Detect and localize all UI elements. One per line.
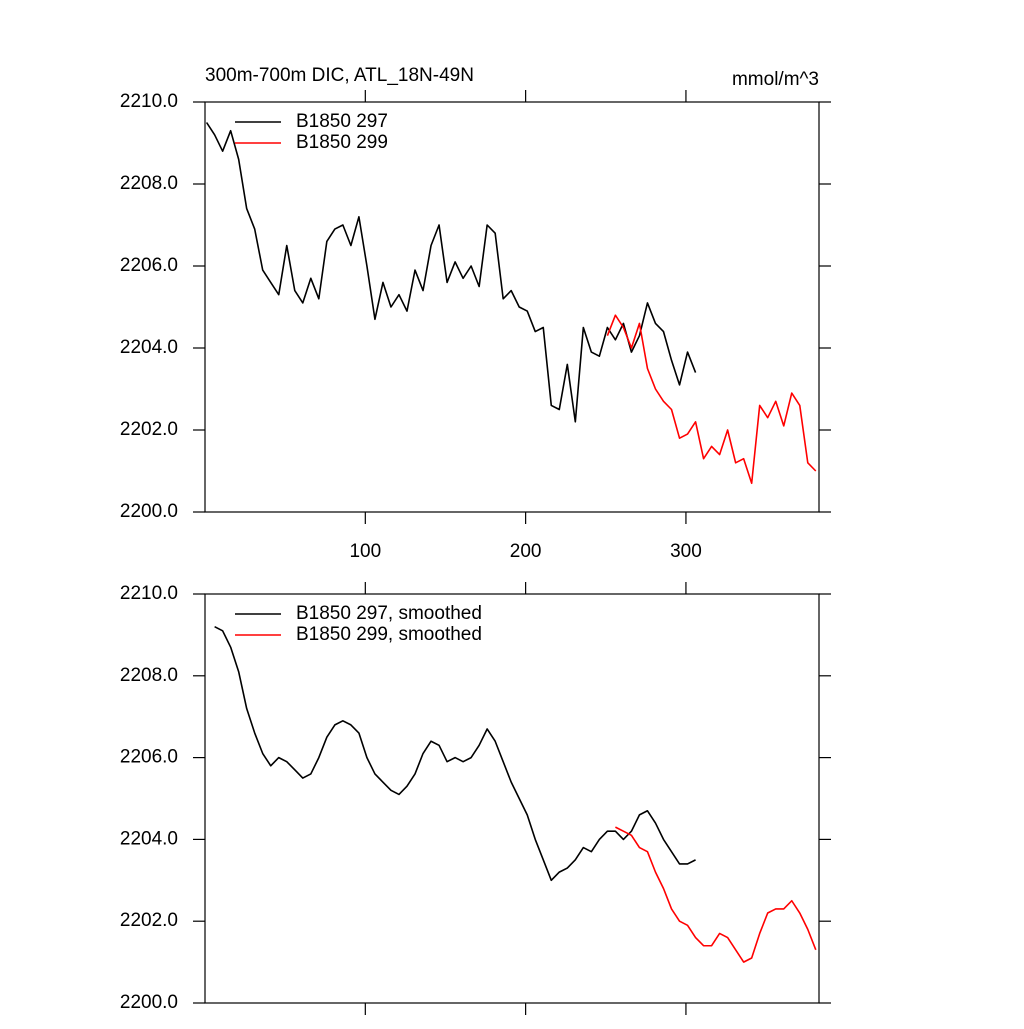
y-tick-label: 2208.0 xyxy=(120,173,178,194)
series-line xyxy=(205,122,697,423)
y-tick-label: 2210.0 xyxy=(120,91,178,112)
y-tick-label: 2200.0 xyxy=(120,501,178,522)
y-tick-label: 2204.0 xyxy=(120,828,178,849)
legend-label: B1850 297 xyxy=(296,111,388,132)
x-tick-label: 200 xyxy=(510,541,542,562)
series-line xyxy=(615,826,817,963)
y-tick-label: 2202.0 xyxy=(120,910,178,931)
legend-label: B1850 299 xyxy=(296,132,388,153)
plot-frame xyxy=(204,101,820,513)
y-tick-label: 2206.0 xyxy=(120,255,178,276)
series-line xyxy=(214,626,696,882)
x-tick-label: 100 xyxy=(349,541,381,562)
y-tick-label: 2208.0 xyxy=(120,665,178,686)
chart-title: 300m-700m DIC, ATL_18N-49N xyxy=(205,65,474,86)
y-tick-label: 2204.0 xyxy=(120,337,178,358)
plot-frame xyxy=(204,593,820,1004)
y-tick-label: 2210.0 xyxy=(120,583,178,604)
y-tick-label: 2202.0 xyxy=(120,419,178,440)
legend-label: B1850 297, smoothed xyxy=(296,603,482,624)
y-tick-label: 2206.0 xyxy=(120,747,178,768)
units-label: mmol/m^3 xyxy=(732,69,819,90)
series-line xyxy=(606,314,817,485)
y-tick-label: 2200.0 xyxy=(120,992,178,1013)
x-tick-label: 300 xyxy=(670,541,702,562)
legend-label: B1850 299, smoothed xyxy=(296,624,482,645)
